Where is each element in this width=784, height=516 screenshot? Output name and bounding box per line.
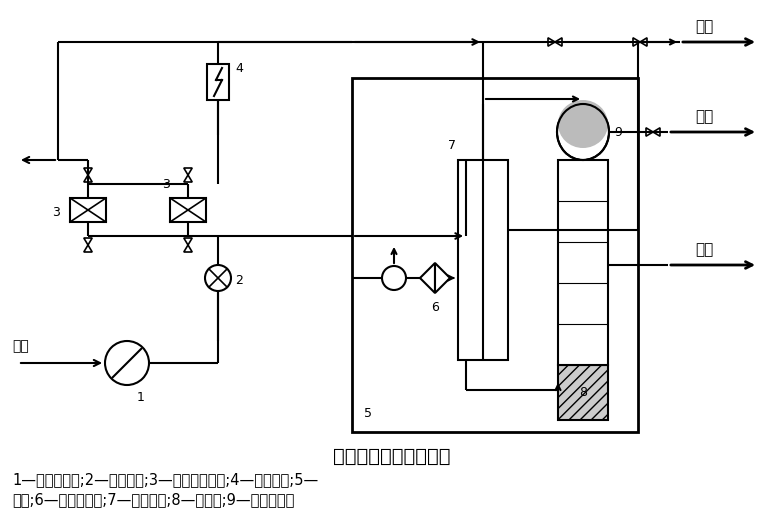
Text: 空气: 空气	[12, 339, 29, 353]
Bar	[170, 198, 206, 222]
Text: 3: 3	[162, 178, 170, 190]
Bar	[207, 64, 229, 100]
Bar	[70, 198, 106, 222]
Text: 2: 2	[235, 273, 243, 286]
Text: 1: 1	[137, 391, 145, 404]
Circle shape	[105, 341, 149, 385]
Polygon shape	[420, 263, 435, 293]
Circle shape	[205, 265, 231, 291]
Text: 5: 5	[364, 407, 372, 420]
Text: 4: 4	[235, 61, 243, 74]
Text: 9: 9	[614, 125, 622, 138]
Text: 深冷分离制氮工艺流程: 深冷分离制氮工艺流程	[333, 446, 451, 465]
Bar	[458, 160, 508, 360]
Text: 氮气: 氮气	[695, 109, 713, 124]
Text: 7: 7	[448, 139, 456, 152]
Text: 6: 6	[431, 301, 439, 314]
Bar	[352, 78, 638, 432]
Ellipse shape	[558, 100, 608, 148]
Ellipse shape	[557, 104, 609, 160]
Text: 3: 3	[52, 206, 60, 219]
Text: 放空: 放空	[695, 19, 713, 34]
Text: 1—空气压缩机;2—预冷机组;3—分子筛吸附器;4—电加热器;5—: 1—空气压缩机;2—预冷机组;3—分子筛吸附器;4—电加热器;5—	[12, 473, 318, 488]
Text: 冷箱;6—透平膨胀机;7—主换热器;8—精馏塔;9—冷凝蒸发器: 冷箱;6—透平膨胀机;7—主换热器;8—精馏塔;9—冷凝蒸发器	[12, 492, 294, 508]
Bar	[558, 365, 608, 420]
Text: 8: 8	[579, 386, 587, 399]
Polygon shape	[435, 263, 450, 293]
Bar	[558, 160, 608, 365]
Circle shape	[382, 266, 406, 290]
Text: 液氮: 液氮	[695, 242, 713, 257]
